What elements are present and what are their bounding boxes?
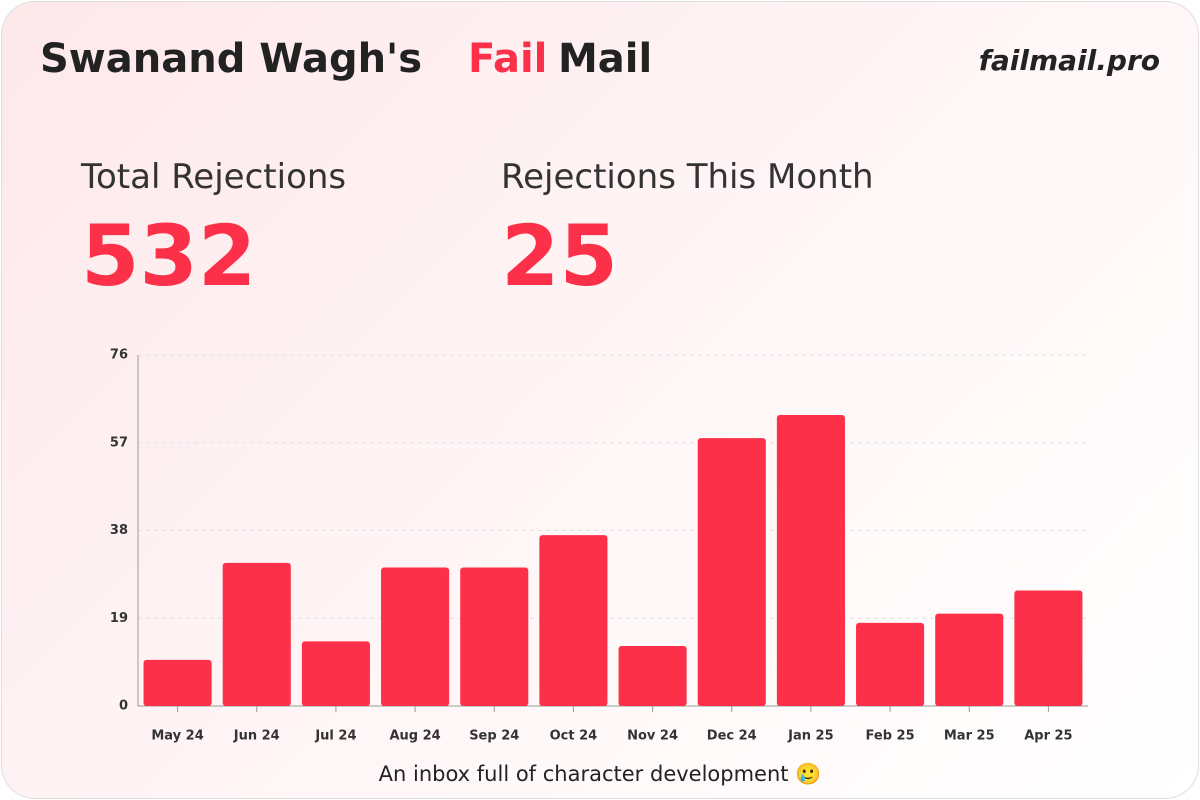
bar (935, 613, 1004, 706)
y-tick-label: 57 (110, 435, 128, 450)
bar (776, 415, 845, 706)
y-tick-label: 19 (110, 611, 128, 626)
bar (697, 438, 766, 706)
bar (618, 645, 687, 706)
user-name: Swanand Wagh's (40, 36, 423, 82)
stat-value: 532 (81, 207, 257, 305)
stat-label: Total Rejections (81, 157, 347, 197)
stat-value: 25 (501, 207, 618, 305)
bar (856, 622, 925, 706)
x-tick-label: Nov 24 (627, 729, 678, 744)
x-tick-label: Dec 24 (707, 729, 757, 744)
bar (381, 567, 450, 706)
y-tick-label: 76 (110, 348, 128, 363)
site: failmail.pro (978, 44, 1160, 77)
x-tick-label: Aug 24 (389, 729, 440, 744)
bar (460, 567, 529, 706)
y-tick-label: 38 (110, 523, 128, 538)
footer: An inbox full of character development 🥲 (378, 762, 822, 786)
brand-fail: Fail (468, 36, 548, 82)
x-tick-label: Mar 25 (944, 729, 995, 744)
x-tick-label: Jun 24 (233, 729, 280, 744)
x-tick-label: Feb 25 (866, 729, 915, 744)
x-tick-label: Apr 25 (1024, 729, 1072, 744)
bar (222, 562, 291, 706)
stat-label: Rejections This Month (501, 157, 874, 197)
y-tick-label: 0 (119, 699, 128, 714)
brand-mail: Mail (558, 36, 653, 82)
x-tick-label: Oct 24 (550, 729, 598, 744)
bar (539, 535, 608, 706)
bar (301, 641, 370, 706)
x-tick-label: Sep 24 (469, 729, 519, 744)
x-tick-label: May 24 (151, 729, 203, 744)
bar (143, 659, 212, 706)
bar (1014, 590, 1083, 706)
x-tick-label: Jan 25 (787, 729, 833, 744)
x-tick-label: Jul 24 (314, 729, 356, 744)
